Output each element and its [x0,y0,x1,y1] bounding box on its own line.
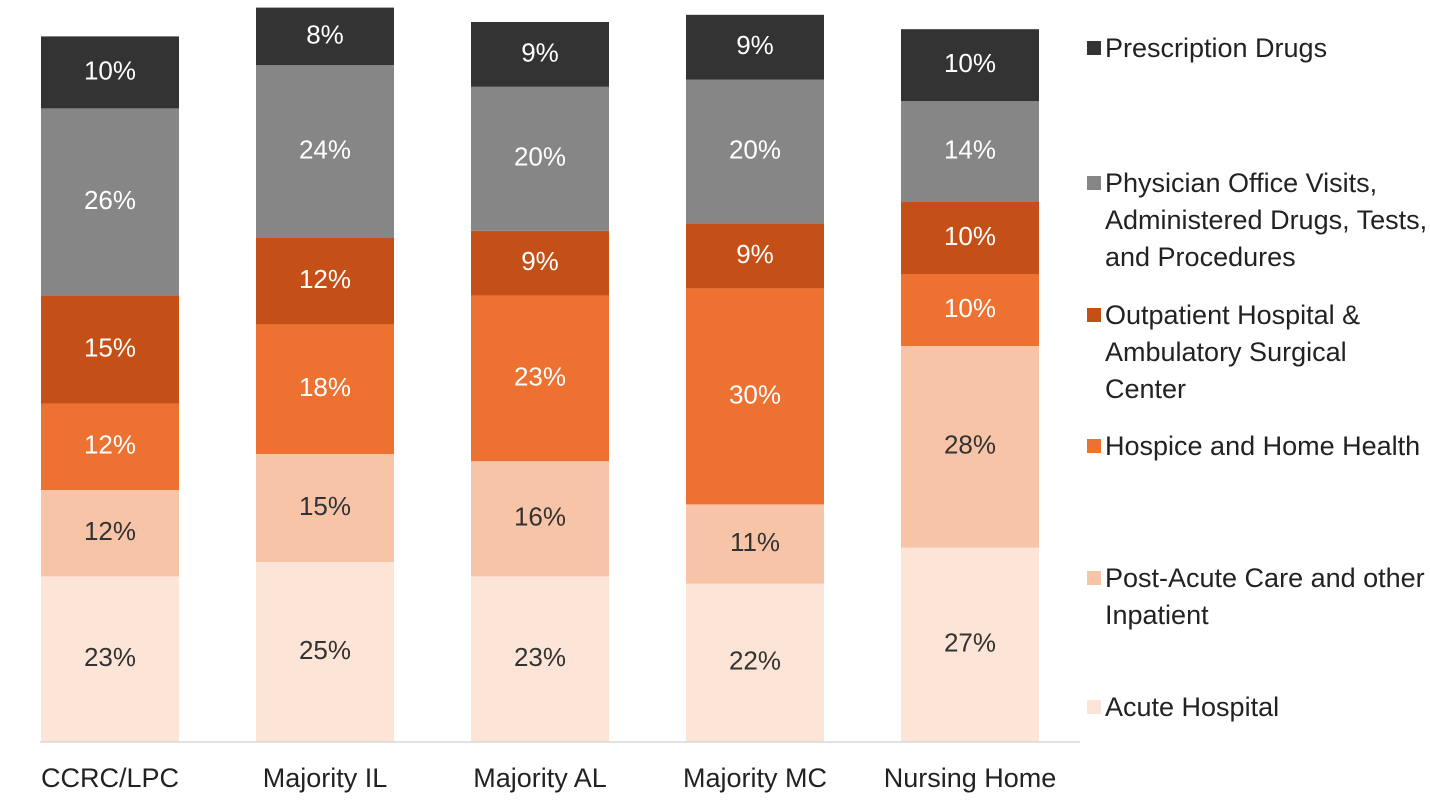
bar-segment [901,29,1039,102]
data-label: 9% [736,239,774,269]
plot: 23% 12% 12% 15% 26% 10% CCRC/LPC 25% 15% 18% 12% 24… [40,7,1080,793]
legend-label: Acute Hospital [1105,692,1280,722]
legend-swatch [1087,571,1101,585]
data-label: 25% [299,635,351,665]
bar-segment [471,295,609,462]
data-label: 14% [944,134,996,164]
bar-segment [686,14,824,80]
data-label: 28% [944,430,996,460]
data-label: 15% [84,332,136,362]
bar-segment [901,101,1039,202]
bar-segment [256,7,394,66]
data-label: 23% [514,361,566,391]
bar-segment [686,583,824,742]
data-label: 12% [84,516,136,546]
bar-segment [471,22,609,87]
data-label: 15% [299,491,351,521]
bar-segment [471,461,609,577]
data-label: 12% [299,264,351,294]
bar-segment [686,223,824,289]
x-tick-label: Majority AL [473,763,607,793]
data-label: 24% [299,134,351,164]
bar-segment [41,403,179,490]
data-label: 20% [514,142,566,172]
bar-segment [686,504,824,584]
data-label: 9% [736,30,774,60]
data-label: 16% [514,502,566,532]
legend-label: Prescription Drugs [1105,33,1328,63]
data-label: 23% [84,642,136,672]
legend-swatch [1087,700,1101,714]
bar-segment [901,346,1039,548]
legend-label: Hospice and Home Health [1105,431,1421,461]
data-label: 22% [729,646,781,676]
data-label: 26% [84,185,136,215]
bar-segment [901,547,1039,742]
bar-segment [256,454,394,562]
bar-segment [41,576,179,742]
x-tick-label: Nursing Home [884,763,1057,793]
bar-segment [41,108,179,296]
legend-label: Outpatient Hospital & Ambulatory Surgica… [1105,300,1361,404]
data-label: 27% [944,628,996,658]
data-label: 18% [299,372,351,402]
bar-segment [901,202,1039,274]
bar-segment [256,238,394,325]
data-label: 23% [514,642,566,672]
x-tick-label: Majority IL [263,763,388,793]
bar-segment [41,490,179,577]
data-label: 9% [521,37,559,67]
data-label: 9% [521,246,559,276]
legend-swatch [1087,41,1101,55]
x-tick-label: Majority MC [683,763,827,793]
bar-segment [686,288,824,505]
bar-segment [41,295,179,404]
legend-swatch [1087,439,1101,453]
data-label: 10% [944,48,996,78]
legend-label: Post-Acute Care and other Inpatient [1105,563,1425,630]
data-label: 11% [730,527,780,557]
bar-segment [41,36,179,109]
data-label: 10% [944,221,996,251]
data-label: 30% [729,379,781,409]
legend-swatch [1087,176,1101,190]
x-tick-label: CCRC/LPC [41,763,179,793]
data-label: 20% [729,134,781,164]
bar-segment [471,576,609,742]
bar-segment [901,274,1039,346]
legend-swatch [1087,308,1101,322]
bar-segment [471,86,609,231]
data-label: 10% [84,55,136,85]
data-label: 8% [306,19,344,49]
legend-label: Physician Office Visits, Administered Dr… [1105,168,1428,272]
data-label: 10% [944,293,996,323]
bar-segment [256,562,394,742]
bar-segment [256,65,394,238]
bar-segment [471,230,609,296]
bar-segment [686,79,824,224]
bar-segment [256,324,394,454]
data-label: 12% [84,430,136,460]
